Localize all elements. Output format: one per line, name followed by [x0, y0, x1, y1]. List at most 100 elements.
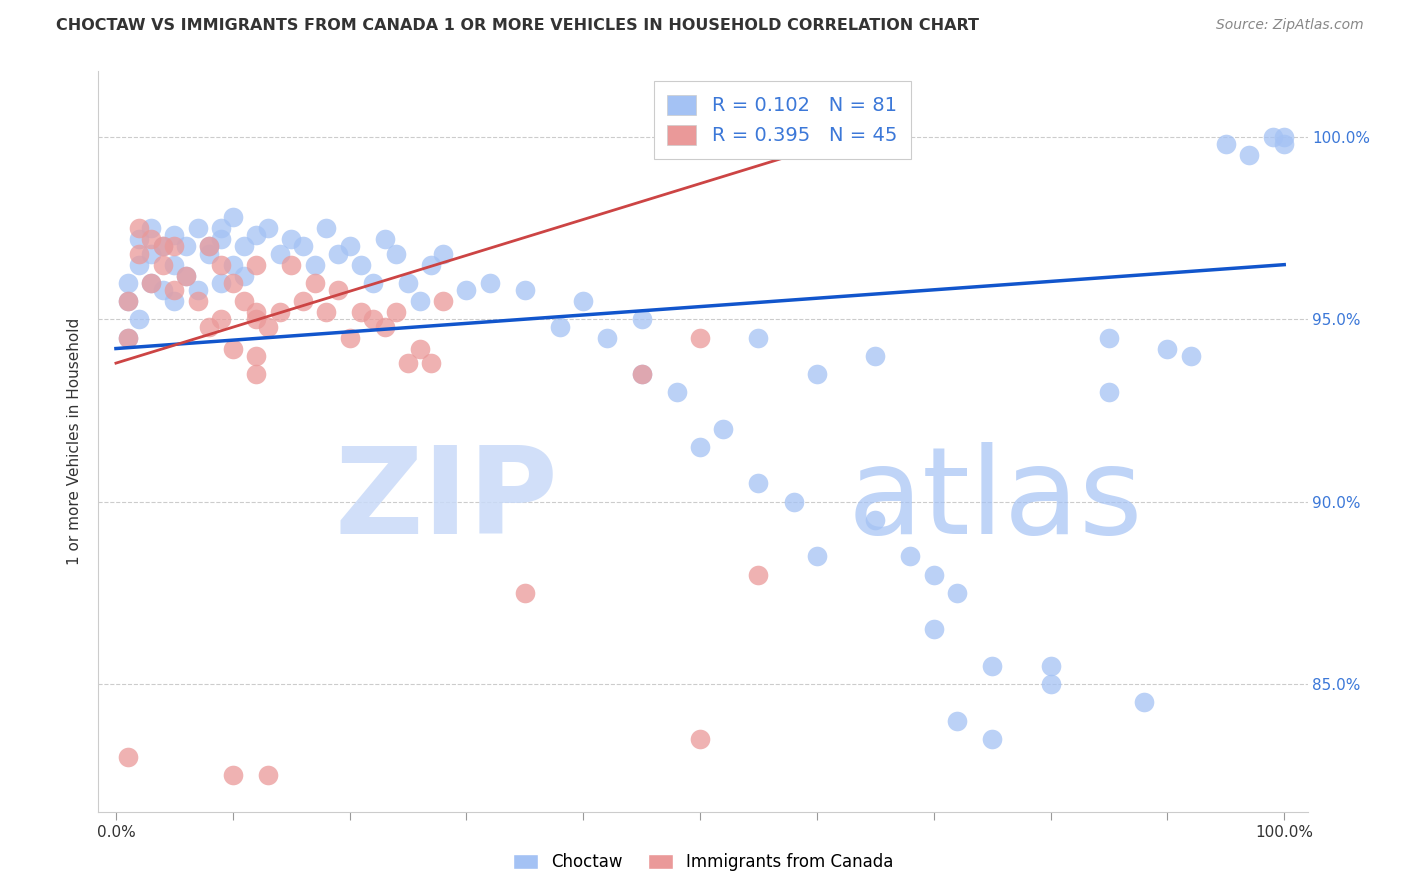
Point	[396, 276, 419, 290]
Point	[128, 221, 150, 235]
Point	[209, 258, 232, 272]
Point	[139, 232, 162, 246]
Point	[128, 232, 150, 246]
Point	[689, 330, 711, 344]
Point	[747, 476, 769, 491]
Point	[315, 305, 337, 319]
Point	[245, 349, 267, 363]
Point	[361, 312, 384, 326]
Point	[256, 319, 278, 334]
Point	[630, 367, 652, 381]
Point	[326, 283, 349, 297]
Text: Source: ZipAtlas.com: Source: ZipAtlas.com	[1216, 18, 1364, 32]
Point	[152, 239, 174, 253]
Point	[198, 319, 221, 334]
Point	[174, 268, 197, 283]
Point	[432, 294, 454, 309]
Point	[865, 513, 887, 527]
Point	[187, 221, 209, 235]
Point	[1272, 137, 1295, 152]
Point	[409, 342, 432, 356]
Point	[222, 768, 245, 782]
Point	[139, 276, 162, 290]
Point	[117, 294, 139, 309]
Point	[139, 246, 162, 260]
Y-axis label: 1 or more Vehicles in Household: 1 or more Vehicles in Household	[67, 318, 83, 566]
Point	[209, 221, 232, 235]
Point	[1133, 695, 1156, 709]
Point	[245, 367, 267, 381]
Point	[478, 276, 501, 290]
Point	[1237, 148, 1260, 162]
Point	[163, 239, 186, 253]
Point	[689, 440, 711, 454]
Point	[374, 319, 396, 334]
Point	[572, 294, 595, 309]
Point	[898, 549, 921, 564]
Point	[946, 714, 969, 728]
Text: atlas: atlas	[848, 442, 1143, 559]
Point	[256, 768, 278, 782]
Point	[1039, 658, 1062, 673]
Point	[339, 239, 361, 253]
Point	[117, 294, 139, 309]
Point	[456, 283, 478, 297]
Point	[420, 258, 443, 272]
Point	[269, 246, 291, 260]
Point	[806, 367, 828, 381]
Point	[222, 342, 245, 356]
Point	[806, 549, 828, 564]
Point	[1098, 385, 1121, 400]
Point	[209, 232, 232, 246]
Point	[209, 276, 232, 290]
Point	[630, 367, 652, 381]
Point	[117, 330, 139, 344]
Point	[163, 258, 186, 272]
Point	[139, 276, 162, 290]
Point	[385, 246, 408, 260]
Point	[922, 623, 945, 637]
Point	[981, 658, 1004, 673]
Point	[233, 294, 256, 309]
Point	[665, 385, 688, 400]
Point	[689, 731, 711, 746]
Point	[304, 276, 326, 290]
Point	[163, 283, 186, 297]
Point	[513, 283, 536, 297]
Point	[245, 258, 267, 272]
Point	[420, 356, 443, 370]
Point	[548, 319, 571, 334]
Point	[409, 294, 432, 309]
Point	[128, 258, 150, 272]
Point	[128, 246, 150, 260]
Point	[222, 276, 245, 290]
Point	[865, 349, 887, 363]
Point	[432, 246, 454, 260]
Point	[280, 232, 302, 246]
Point	[713, 422, 735, 436]
Point	[630, 312, 652, 326]
Point	[350, 305, 373, 319]
Point	[946, 586, 969, 600]
Point	[339, 330, 361, 344]
Point	[174, 239, 197, 253]
Point	[233, 239, 256, 253]
Point	[152, 239, 174, 253]
Point	[269, 305, 291, 319]
Point	[222, 258, 245, 272]
Point	[747, 567, 769, 582]
Text: ZIP: ZIP	[335, 442, 558, 559]
Point	[595, 330, 617, 344]
Point	[245, 228, 267, 243]
Point	[198, 246, 221, 260]
Point	[152, 258, 174, 272]
Point	[513, 586, 536, 600]
Point	[304, 258, 326, 272]
Point	[361, 276, 384, 290]
Point	[187, 294, 209, 309]
Point	[280, 258, 302, 272]
Point	[256, 221, 278, 235]
Point	[385, 305, 408, 319]
Point	[1272, 130, 1295, 145]
Point	[233, 268, 256, 283]
